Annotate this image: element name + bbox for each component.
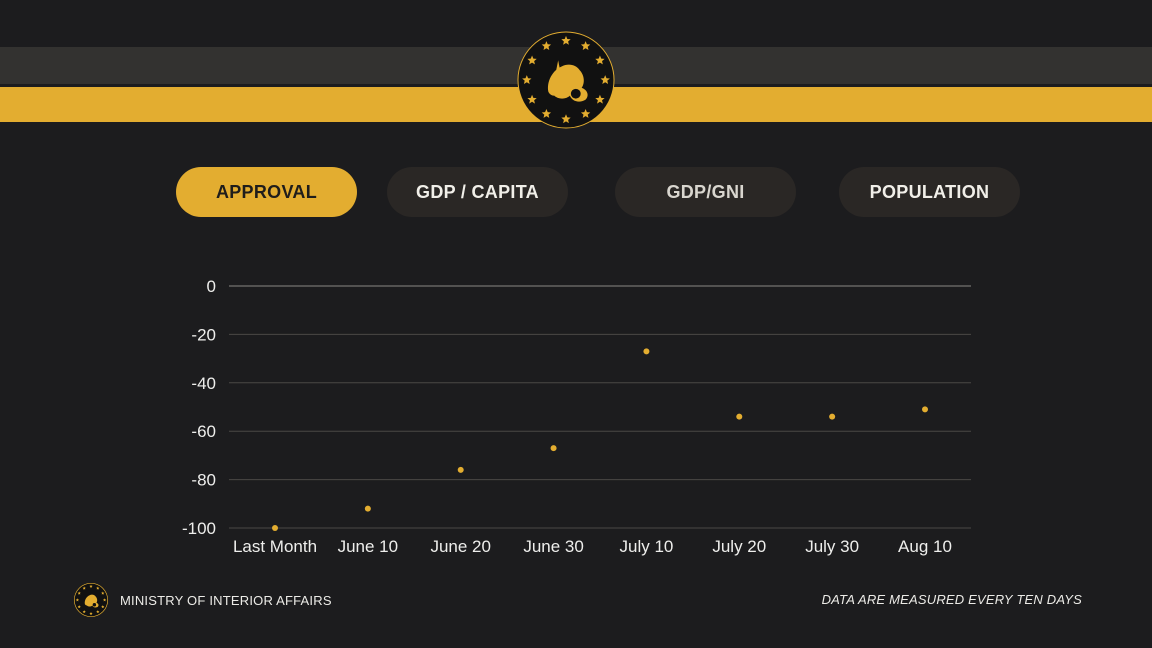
emblem-star <box>600 75 610 84</box>
data-point <box>272 525 278 531</box>
emblem-star <box>101 591 105 595</box>
tab-gdp-gni[interactable]: GDP/GNI <box>615 167 796 217</box>
emblem-star <box>580 109 591 118</box>
y-tick-label: -60 <box>191 422 216 441</box>
lion-emblem-small-icon <box>74 583 108 617</box>
emblem-star <box>541 109 552 118</box>
emblem-star <box>595 55 605 65</box>
emblem-star <box>82 586 86 590</box>
emblem-star <box>527 55 537 65</box>
x-tick-label: Aug 10 <box>898 537 952 556</box>
tab-gdp-capita[interactable]: GDP / CAPITA <box>387 167 568 217</box>
emblem-star <box>102 598 107 602</box>
chart-grid <box>229 285 971 529</box>
tab-population-label: POPULATION <box>869 181 990 202</box>
measurement-note: DATA ARE MEASURED EVERY TEN DAYS <box>821 592 1082 607</box>
emblem-star <box>561 114 571 124</box>
emblem-star <box>580 41 591 51</box>
lion-emblem-icon <box>517 31 615 129</box>
emblem-star <box>541 41 552 51</box>
y-tick-label: -100 <box>182 519 216 538</box>
x-tick-label: July 30 <box>805 537 859 556</box>
tab-approval-label: APPROVAL <box>215 181 318 202</box>
x-tick-label: Last Month <box>233 537 317 556</box>
data-point <box>643 348 650 355</box>
tab-gdp-gni-label: GDP/GNI <box>666 181 745 202</box>
x-tick-label: June 10 <box>338 537 399 556</box>
data-point <box>457 466 464 473</box>
y-tick-label: 0 <box>207 277 216 296</box>
emblem-star <box>89 584 93 588</box>
emblem-star <box>595 94 605 104</box>
y-tick-label: -40 <box>191 374 216 393</box>
emblem-star <box>82 610 86 614</box>
x-tick-label: July 20 <box>712 537 766 556</box>
chart-points <box>272 348 928 531</box>
data-point <box>550 445 557 452</box>
emblem-star <box>77 605 81 609</box>
data-point <box>364 505 371 512</box>
x-tick-label: July 10 <box>619 537 673 556</box>
emblem-star <box>77 591 81 595</box>
data-point <box>736 413 743 420</box>
x-tick-label: June 30 <box>523 537 584 556</box>
x-axis-ticks: Last Month June 10 June 20 June 30 July 10 Ju… <box>233 537 952 556</box>
emblem-star <box>89 611 93 615</box>
y-tick-label: -20 <box>191 325 216 344</box>
data-point <box>922 406 928 413</box>
emblem-star <box>96 586 100 590</box>
emblem-star <box>522 75 532 84</box>
tab-population[interactable]: POPULATION <box>839 167 1020 217</box>
ministry-name: MINISTRY OF INTERIOR AFFAIRS <box>120 592 332 608</box>
emblem-star <box>561 35 571 45</box>
emblem-star <box>527 94 537 104</box>
emblem-star <box>101 605 105 609</box>
y-tick-label: -80 <box>191 471 216 490</box>
y-axis-ticks: 0 -20 -40 -60 -80 -100 <box>182 277 216 538</box>
tab-gdp-capita-label: GDP / CAPITA <box>416 181 539 202</box>
footer-ministry: MINISTRY OF INTERIOR AFFAIRS <box>74 583 332 617</box>
x-tick-label: June 20 <box>430 537 491 556</box>
data-point <box>829 413 836 420</box>
emblem-star <box>75 598 80 602</box>
tab-approval[interactable]: APPROVAL <box>176 167 357 217</box>
emblem-star <box>96 610 100 614</box>
